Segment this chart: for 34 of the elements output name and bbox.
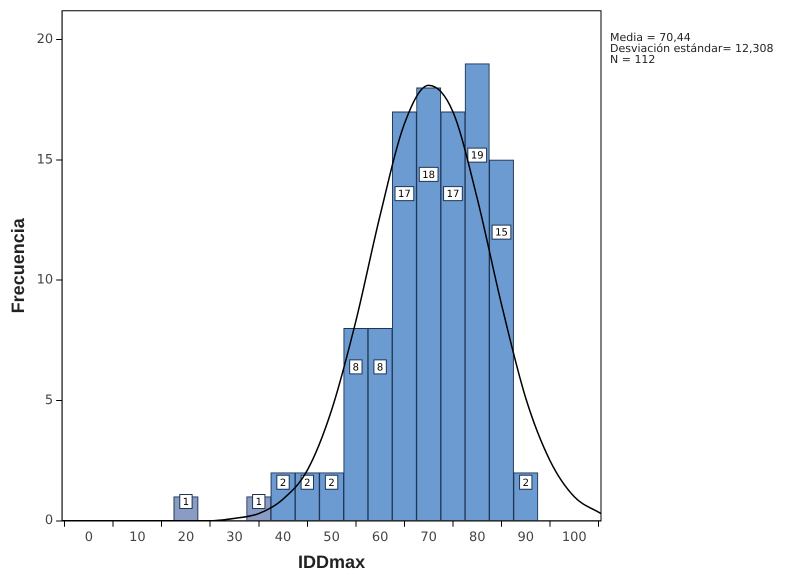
- data-label: 1: [256, 497, 262, 508]
- y-axis-title: Frecuencia: [8, 217, 28, 314]
- x-tick-label: 50: [323, 530, 340, 545]
- x-tick-label: 30: [226, 530, 243, 545]
- data-label: 2: [280, 478, 286, 489]
- data-label: 17: [398, 189, 411, 200]
- data-label: 18: [422, 170, 436, 181]
- data-label: 8: [376, 362, 384, 374]
- text: Desviación estándar= 12,308: [610, 42, 774, 55]
- y-tick-label: 10: [36, 272, 54, 288]
- x-tick-label: 90: [517, 530, 534, 545]
- x-tick-label: 100: [562, 530, 587, 545]
- x-tick-label: 0: [84, 530, 93, 545]
- x-tick-label: 60: [372, 530, 388, 545]
- x-tick-label: 40: [274, 530, 292, 545]
- x-tick-label: 80: [468, 530, 486, 545]
- data-label: 2: [522, 478, 529, 489]
- data-label: 8: [352, 362, 360, 374]
- y-tick-label: 0: [44, 513, 54, 528]
- text: Media = 70,44: [610, 31, 691, 44]
- y-tick-label: 20: [36, 32, 54, 48]
- y-tick-label: 15: [36, 152, 54, 168]
- data-label: 2: [328, 478, 335, 489]
- y-tick-label: 5: [44, 392, 54, 408]
- data-label: 2: [304, 478, 310, 489]
- text: N = 112: [610, 53, 656, 66]
- x-tick-label: 20: [178, 530, 194, 545]
- data-label: 1: [182, 497, 190, 508]
- data-label: 19: [470, 150, 484, 162]
- x-axis-title: IDDmax: [298, 552, 366, 572]
- x-tick-label: 10: [129, 530, 146, 545]
- x-tick-label: 70: [420, 530, 437, 545]
- data-label: 17: [446, 189, 460, 200]
- data-label: 15: [495, 228, 508, 239]
